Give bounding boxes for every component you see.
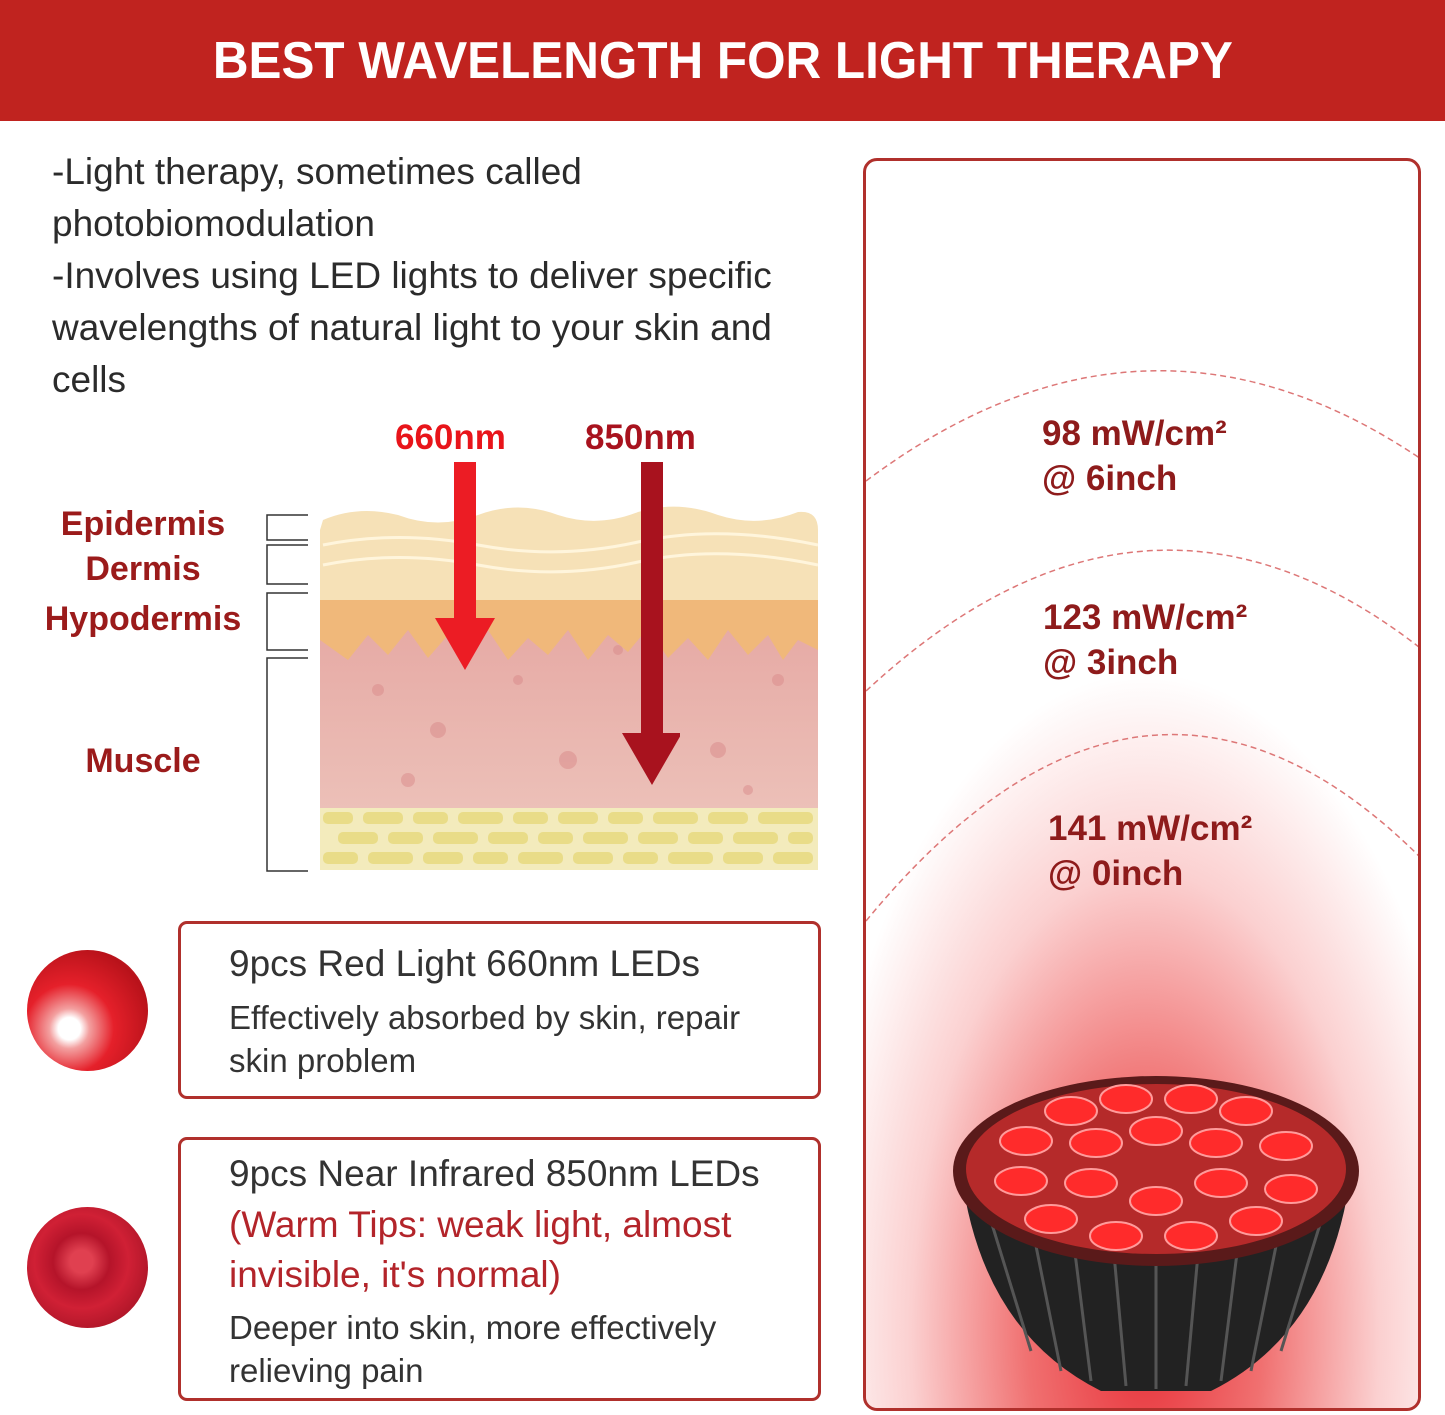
infrared-led-info-box: 9pcs Near Infrared 850nm LEDs (Warm Tips… [178,1137,821,1401]
page-title: BEST WAVELENGTH FOR LIGHT THERAPY [212,31,1233,90]
infrared-led-title: 9pcs Near Infrared 850nm LEDs [229,1153,760,1194]
wavelength-850-label: 850nm [585,418,696,457]
skin-cross-section [320,506,819,870]
layer-hypodermis: Hypodermis [44,600,242,638]
distance-arcs [866,370,1418,922]
irradiance-panel: 98 mW/cm² @ 6inch 123 mW/cm² @ 3inch 141 m… [863,158,1421,1411]
header-banner: BEST WAVELENGTH FOR LIGHT THERAPY [0,0,1445,121]
irradiance-value: 98 mW/cm² [1042,414,1227,453]
arrow-850nm [622,462,680,785]
wavelength-660-label: 660nm [395,418,506,457]
irradiance-6inch: 98 mW/cm² @ 6inch [1042,411,1227,501]
arrow-660nm [435,462,495,670]
intro-line: -Involves using LED lights to deliver sp… [52,255,772,400]
red-led-thumbnail [27,950,148,1071]
penetration-arrows [435,462,680,785]
intro-line: -Light therapy, sometimes called photobi… [52,151,582,244]
infrared-led-description: Deeper into skin, more effectively relie… [229,1309,717,1389]
irradiance-distance: @ 3inch [1043,643,1179,682]
red-led-info-box: 9pcs Red Light 660nm LEDs Effectively ab… [178,921,821,1099]
red-led-description: Effectively absorbed by skin, repair ski… [229,999,741,1079]
layer-muscle: Muscle [85,742,201,780]
layer-dermis: Dermis [85,550,201,588]
layer-brackets [266,514,308,872]
irradiance-distance: @ 0inch [1048,854,1184,893]
irradiance-0inch: 141 mW/cm² @ 0inch [1048,806,1252,896]
infrared-led-thumbnail [27,1207,148,1328]
irradiance-value: 141 mW/cm² [1048,809,1253,848]
irradiance-distance: @ 6inch [1042,459,1178,498]
red-led-title: 9pcs Red Light 660nm LEDs [229,943,700,984]
led-bulb-image [953,1076,1359,1391]
infrared-led-warm-tip: (Warm Tips: weak light, almost invisible… [229,1204,732,1295]
irradiance-3inch: 123 mW/cm² @ 3inch [1043,595,1247,685]
irradiance-value: 123 mW/cm² [1043,598,1248,637]
layer-epidermis: Epidermis [60,505,226,543]
intro-text: -Light therapy, sometimes called photobi… [52,146,842,406]
